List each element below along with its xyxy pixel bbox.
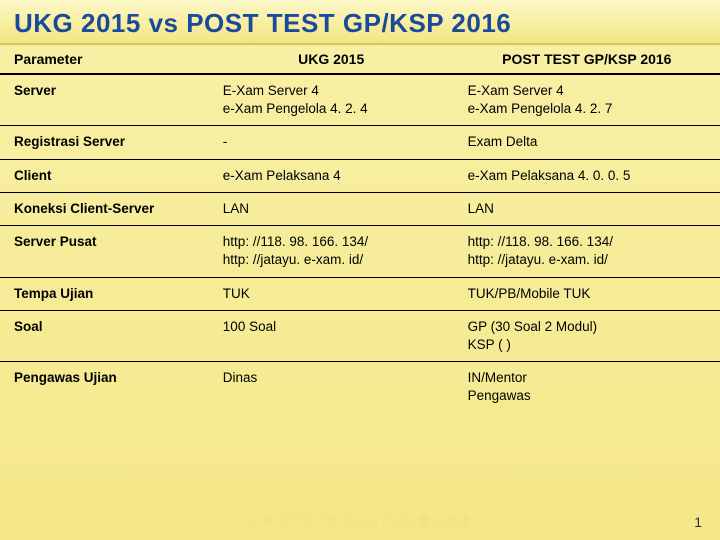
table-row: Client e-Xam Pelaksana 4 e-Xam Pelaksana… bbox=[0, 159, 720, 192]
table-row: Pengawas Ujian Dinas IN/MentorPengawas bbox=[0, 362, 720, 413]
param-cell: Koneksi Client-Server bbox=[0, 192, 209, 225]
table-row: Soal 100 Soal GP (30 Soal 2 Modul)KSP ( … bbox=[0, 310, 720, 361]
value-cell: TUK bbox=[209, 277, 454, 310]
value-cell: LAN bbox=[454, 192, 720, 225]
table-row: Server Pusat http: //118. 98. 166. 134/h… bbox=[0, 226, 720, 277]
title-bar: UKG 2015 vs POST TEST GP/KSP 2016 bbox=[0, 0, 720, 45]
header-ukg2015: UKG 2015 bbox=[209, 45, 454, 74]
header-parameter: Parameter bbox=[0, 45, 209, 74]
table-row: Registrasi Server - Exam Delta bbox=[0, 126, 720, 159]
value-cell: http: //118. 98. 166. 134/http: //jatayu… bbox=[209, 226, 454, 277]
page-title: UKG 2015 vs POST TEST GP/KSP 2016 bbox=[14, 8, 706, 39]
table-row: Koneksi Client-Server LAN LAN bbox=[0, 192, 720, 225]
comparison-table: Parameter UKG 2015 POST TEST GP/KSP 2016… bbox=[0, 45, 720, 413]
table-header-row: Parameter UKG 2015 POST TEST GP/KSP 2016 bbox=[0, 45, 720, 74]
param-cell: Server Pusat bbox=[0, 226, 209, 277]
value-cell: IN/MentorPengawas bbox=[454, 362, 720, 413]
param-cell: Server bbox=[0, 74, 209, 126]
value-cell: e-Xam Pelaksana 4. 0. 0. 5 bbox=[454, 159, 720, 192]
value-cell: http: //118. 98. 166. 134/http: //jatayu… bbox=[454, 226, 720, 277]
value-cell: E-Xam Server 4e-Xam Pengelola 4. 2. 7 bbox=[454, 74, 720, 126]
value-cell: Exam Delta bbox=[454, 126, 720, 159]
value-cell: Dinas bbox=[209, 362, 454, 413]
table-row: Tempa Ujian TUK TUK/PB/Mobile TUK bbox=[0, 277, 720, 310]
table-row: Server E-Xam Server 4e-Xam Pengelola 4. … bbox=[0, 74, 720, 126]
param-cell: Soal bbox=[0, 310, 209, 361]
value-cell: - bbox=[209, 126, 454, 159]
value-cell: 100 Soal bbox=[209, 310, 454, 361]
param-cell: Registrasi Server bbox=[0, 126, 209, 159]
value-cell: LAN bbox=[209, 192, 454, 225]
param-cell: Pengawas Ujian bbox=[0, 362, 209, 413]
header-posttest2016: POST TEST GP/KSP 2016 bbox=[454, 45, 720, 74]
table-body: Server E-Xam Server 4e-Xam Pengelola 4. … bbox=[0, 74, 720, 413]
param-cell: Client bbox=[0, 159, 209, 192]
value-cell: E-Xam Server 4e-Xam Pengelola 4. 2. 4 bbox=[209, 74, 454, 126]
value-cell: GP (30 Soal 2 Modul)KSP ( ) bbox=[454, 310, 720, 361]
value-cell: TUK/PB/Mobile TUK bbox=[454, 277, 720, 310]
value-cell: e-Xam Pelaksana 4 bbox=[209, 159, 454, 192]
param-cell: Tempa Ujian bbox=[0, 277, 209, 310]
page-number: 1 bbox=[694, 514, 702, 530]
footer-text: PPPPTK TK DAN PLB © 2016 bbox=[0, 513, 720, 530]
